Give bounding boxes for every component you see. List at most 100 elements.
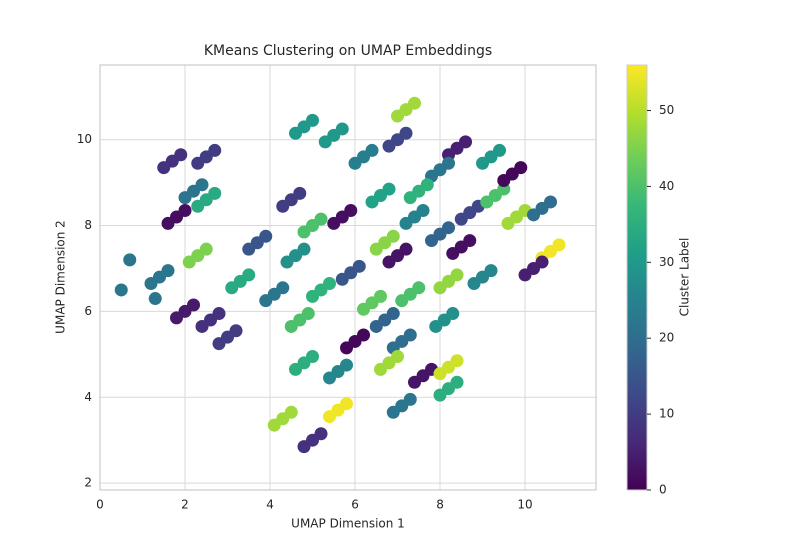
point	[514, 161, 528, 175]
point	[459, 135, 473, 149]
point	[501, 216, 515, 230]
point	[369, 319, 383, 333]
point	[442, 156, 456, 170]
point	[365, 195, 379, 209]
point	[403, 191, 417, 205]
colorbar-tick-label: 40	[659, 179, 674, 193]
point	[229, 324, 243, 338]
point	[276, 281, 290, 295]
point	[297, 225, 311, 239]
point	[335, 122, 349, 136]
colorbar-tick-label: 30	[659, 255, 674, 269]
point	[429, 319, 443, 333]
point	[391, 349, 405, 363]
point	[357, 328, 371, 342]
point	[297, 440, 311, 454]
point	[306, 289, 320, 303]
point	[293, 186, 307, 200]
x-tick-label: 8	[436, 498, 444, 512]
point	[225, 281, 239, 295]
points	[114, 96, 566, 454]
point	[399, 216, 413, 230]
chart-title: KMeans Clustering on UMAP Embeddings	[204, 43, 492, 59]
y-tick-label: 6	[84, 304, 92, 318]
point	[552, 238, 566, 252]
point	[259, 229, 273, 243]
x-tick-label: 6	[351, 498, 359, 512]
x-axis-label: UMAP Dimension 1	[291, 517, 405, 531]
point	[267, 418, 281, 432]
point	[484, 264, 498, 278]
point	[161, 264, 175, 278]
point	[403, 392, 417, 406]
point	[314, 427, 328, 441]
y-tick-label: 8	[84, 218, 92, 232]
x-tick-label: 10	[517, 498, 532, 512]
point	[323, 371, 337, 385]
point	[327, 216, 341, 230]
colorbar-tick-label: 50	[659, 103, 674, 117]
point	[395, 294, 409, 308]
point	[425, 234, 439, 248]
point	[369, 242, 383, 256]
point	[323, 410, 337, 424]
point	[123, 253, 137, 267]
point	[442, 221, 456, 235]
y-tick-label: 10	[77, 132, 92, 146]
point	[161, 216, 175, 230]
point	[450, 354, 464, 368]
point	[284, 319, 298, 333]
point	[284, 405, 298, 419]
point	[301, 307, 315, 321]
point	[408, 375, 422, 389]
point	[467, 277, 481, 291]
point	[527, 208, 541, 222]
point	[403, 328, 417, 342]
point	[446, 246, 460, 260]
point	[386, 229, 400, 243]
point	[382, 182, 396, 196]
point	[306, 113, 320, 127]
point	[420, 178, 434, 192]
point	[450, 375, 464, 389]
colorbar-tick-label: 20	[659, 331, 674, 345]
point	[446, 307, 460, 321]
point	[408, 96, 422, 110]
point	[148, 292, 162, 306]
point	[340, 341, 354, 355]
point	[493, 143, 507, 157]
point	[480, 195, 494, 209]
point	[340, 397, 354, 411]
point	[412, 281, 426, 295]
point	[416, 204, 430, 218]
plot-frame	[99, 64, 597, 491]
point	[212, 307, 226, 321]
y-axis-label: UMAP Dimension 2	[54, 220, 68, 334]
point	[276, 199, 290, 213]
point	[289, 126, 303, 140]
point	[433, 367, 447, 381]
point	[544, 195, 558, 209]
point	[386, 307, 400, 321]
point	[208, 186, 222, 200]
point	[182, 255, 196, 269]
point	[535, 255, 549, 269]
point	[242, 242, 256, 256]
point	[348, 156, 362, 170]
point	[463, 234, 477, 248]
point	[382, 139, 396, 153]
point	[297, 242, 311, 256]
point	[191, 199, 205, 213]
point	[178, 191, 192, 205]
point	[391, 109, 405, 123]
point	[157, 161, 171, 175]
point	[433, 281, 447, 295]
point	[386, 405, 400, 419]
point	[318, 135, 332, 149]
colorbar	[626, 64, 648, 491]
point	[374, 362, 388, 376]
point	[208, 143, 222, 157]
y-tick-label: 4	[84, 390, 92, 404]
x-tick-label: 4	[266, 498, 274, 512]
point	[199, 242, 213, 256]
